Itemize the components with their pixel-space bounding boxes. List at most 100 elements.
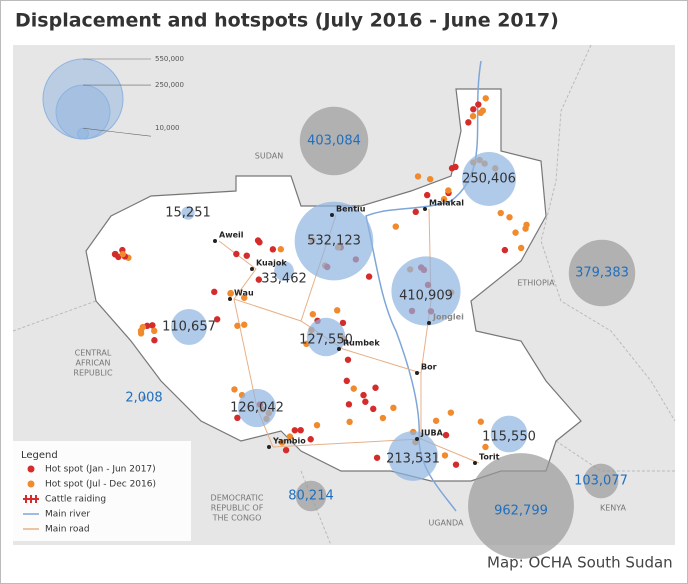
hotspot	[139, 323, 146, 331]
town-label: Bentiu	[336, 205, 366, 214]
country-label: REPUBLIC OF	[211, 504, 264, 513]
hotspot	[372, 384, 379, 391]
hotspot	[465, 119, 472, 126]
hotspot	[241, 321, 248, 328]
legend-label: Cattle raiding	[45, 495, 106, 505]
bubble-label: 80,214	[288, 489, 334, 504]
hotspot	[255, 276, 263, 283]
hotspot	[441, 452, 449, 459]
town-dot	[250, 267, 254, 271]
hotspot	[149, 322, 156, 329]
bubble-label: 532,123	[307, 234, 361, 249]
bubble-label: 410,909	[399, 289, 453, 304]
bubble-label: 379,383	[575, 266, 629, 281]
hotspot	[339, 319, 347, 327]
hotspot	[365, 273, 373, 280]
country-label: KENYA	[600, 504, 627, 513]
hotspot	[241, 294, 248, 301]
hotspot	[211, 288, 218, 296]
hotspot	[501, 246, 509, 254]
country-label: UGANDA	[428, 519, 464, 528]
hotspot	[469, 112, 477, 120]
legend-label: Hot spot (Jan - Jun 2017)	[45, 465, 156, 475]
country-label: REPUBLIC	[73, 369, 113, 378]
hotspot	[137, 330, 145, 337]
bubble-label: 15,251	[165, 206, 211, 221]
size-legend-label: 550,000	[155, 55, 184, 63]
town-dot	[415, 371, 419, 375]
hotspot	[447, 409, 455, 416]
hotspot	[390, 404, 397, 412]
country-label: ETHIOPIA	[517, 279, 555, 288]
hotspot	[442, 431, 450, 439]
hotspot	[445, 187, 452, 194]
town-label: Bor	[421, 363, 437, 372]
legend-title: Legend	[21, 450, 58, 461]
hotspot	[414, 173, 422, 180]
town-label: Yambio	[272, 437, 306, 446]
hotspot	[346, 418, 353, 426]
town-dot	[427, 321, 431, 325]
hotspot	[234, 322, 241, 329]
bubble-label: 127,550	[299, 333, 353, 348]
town-dot	[228, 297, 232, 301]
displacement-bubble	[274, 261, 294, 281]
hotspot	[362, 398, 369, 405]
hotspot	[412, 208, 419, 216]
bubble-label: 110,657	[162, 320, 216, 335]
hotspot	[119, 250, 126, 258]
displacement-bubble	[568, 239, 636, 307]
hotspot	[440, 196, 448, 203]
town-label: Jonglei	[432, 313, 464, 322]
hotspot	[497, 209, 504, 217]
hotspot	[350, 385, 357, 392]
country-label: THE CONGO	[212, 514, 262, 523]
hotspot	[243, 252, 250, 259]
hotspot	[477, 418, 485, 425]
displacement-bubble	[306, 317, 346, 357]
town-label: Kuajok	[256, 259, 287, 268]
bubble-label: 213,531	[386, 452, 440, 467]
country-label: AFRICAN	[75, 359, 110, 368]
town-dot	[267, 445, 271, 449]
displacement-bubble	[299, 106, 369, 176]
hotspot	[277, 246, 285, 253]
town-dot	[337, 347, 341, 351]
bubble-label: 126,042	[230, 401, 284, 416]
town-label: Wau	[234, 289, 254, 298]
hotspot	[313, 421, 321, 429]
displacement-bubble	[391, 256, 461, 326]
hotspot	[307, 436, 314, 443]
bubble-label: 103,077	[574, 474, 628, 489]
displacement-bubble	[462, 152, 516, 206]
town-label: JUBA	[420, 429, 444, 438]
hotspot	[151, 337, 158, 344]
hotspot	[269, 246, 277, 253]
hotspot	[278, 439, 286, 446]
legend-box	[13, 441, 191, 541]
town-dot	[330, 213, 334, 217]
hotspot	[475, 101, 482, 108]
border	[540, 44, 676, 422]
hotspot	[309, 311, 317, 318]
border	[300, 470, 332, 546]
size-legend-circle	[77, 127, 89, 140]
displacement-bubble	[171, 309, 207, 345]
displacement-bubble	[388, 431, 438, 481]
hotspot	[517, 244, 525, 252]
town-dot	[423, 207, 427, 211]
hotspot	[256, 239, 263, 246]
hotspot	[392, 223, 399, 230]
hotspot	[426, 175, 434, 183]
legend-label: Hot spot (Jul - Dec 2016)	[45, 480, 156, 490]
hotspot	[379, 414, 387, 422]
country-label: CENTRAL	[75, 349, 112, 358]
hotspot	[523, 221, 530, 228]
hotspot	[233, 250, 240, 258]
hotspot	[282, 446, 290, 454]
hotspot	[344, 356, 352, 363]
hotspot	[452, 461, 460, 468]
legend-symbol	[23, 495, 39, 503]
displacement-bubble	[237, 388, 277, 428]
